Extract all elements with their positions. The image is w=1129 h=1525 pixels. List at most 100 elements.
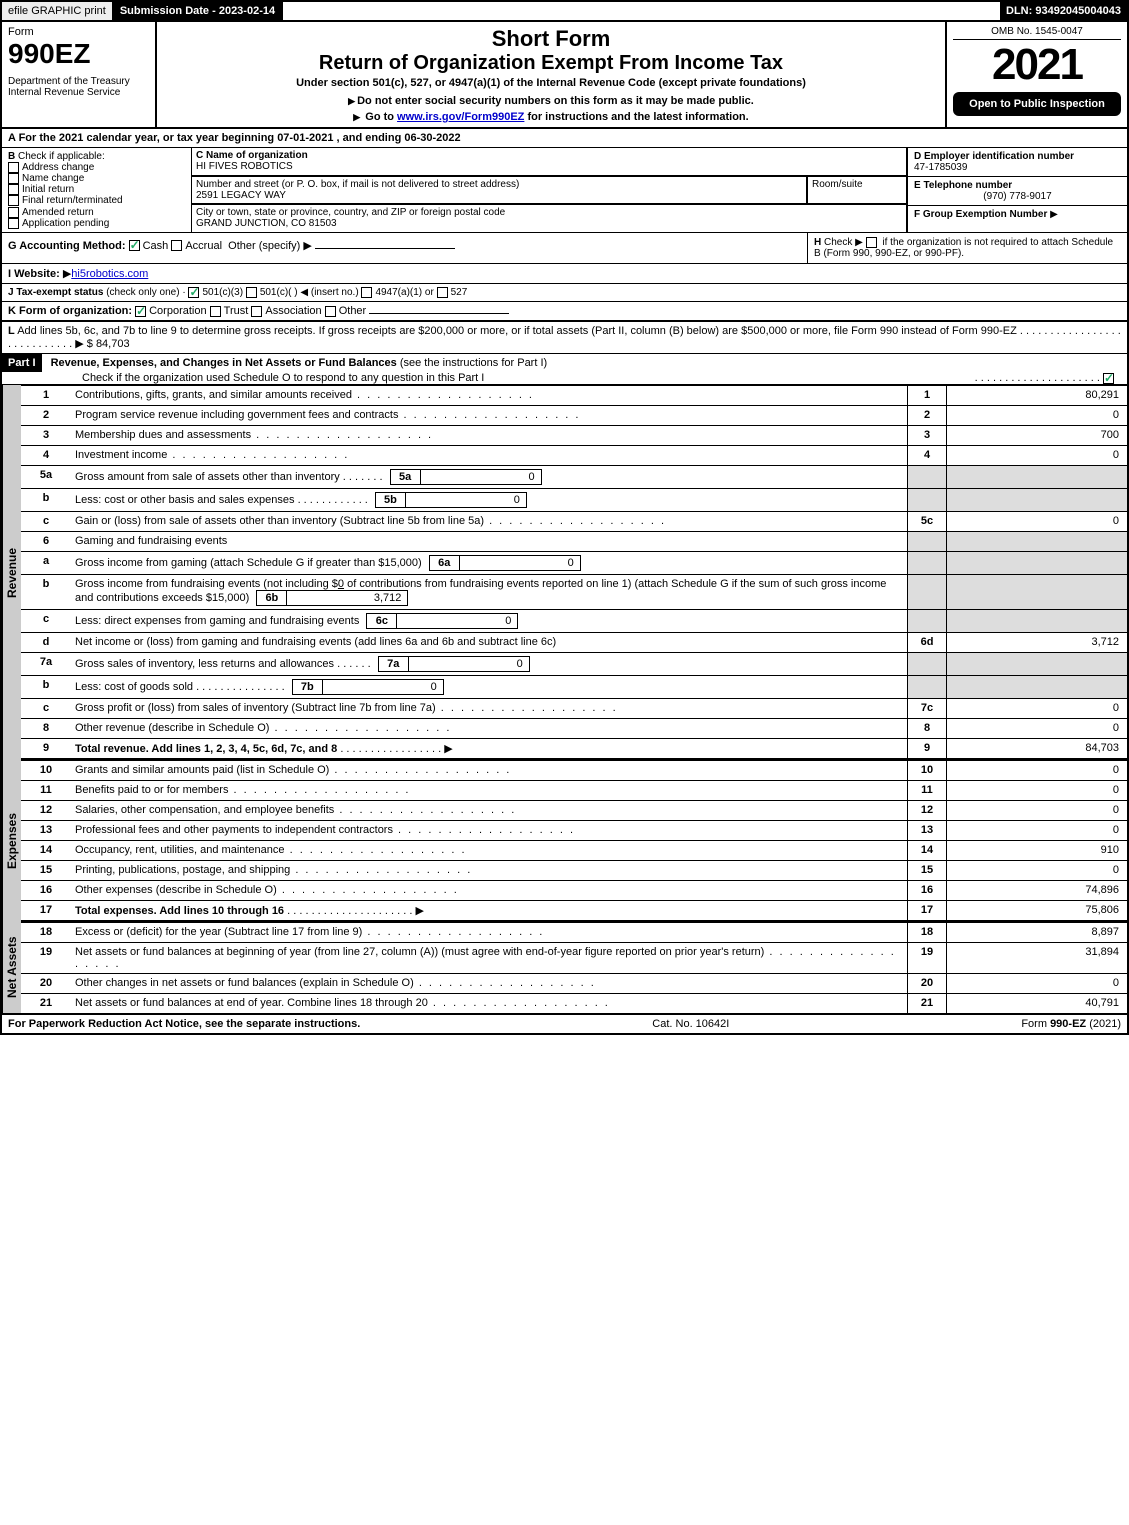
cb-assoc[interactable] [251, 306, 262, 317]
l7c-desc: Gross profit or (loss) from sales of inv… [71, 699, 907, 718]
l19-val: 31,894 [947, 943, 1127, 973]
l3-desc: Membership dues and assessments [71, 426, 907, 445]
cb-initial[interactable] [8, 184, 19, 195]
opt-other-k: Other [339, 305, 367, 317]
netassets-block: Net Assets 18Excess or (deficit) for the… [2, 922, 1127, 1013]
cb-pending[interactable] [8, 218, 19, 229]
form-990ez: efile GRAPHIC print Submission Date - 20… [0, 0, 1129, 1035]
form-footer: For Paperwork Reduction Act Notice, see … [2, 1013, 1127, 1033]
l7a-desc: Gross sales of inventory, less returns a… [75, 658, 334, 670]
cb-4947[interactable] [361, 287, 372, 298]
tab-expenses: Expenses [2, 760, 21, 922]
form-header: Form 990EZ Department of the Treasury In… [2, 22, 1127, 129]
cb-part1[interactable] [1103, 373, 1114, 384]
part1-label: Part I [2, 354, 42, 372]
efile-print[interactable]: efile GRAPHIC print [2, 2, 114, 20]
opt-address: Address change [22, 162, 94, 173]
l12-val: 0 [947, 801, 1127, 820]
part1-note: (see the instructions for Part I) [400, 357, 547, 369]
l13-val: 0 [947, 821, 1127, 840]
website-link[interactable]: hi5robotics.com [71, 268, 148, 280]
l6b-pre: Gross income from fundraising events (no… [75, 578, 338, 590]
l18-desc: Excess or (deficit) for the year (Subtra… [71, 923, 907, 942]
cb-name[interactable] [8, 173, 19, 184]
info-grid: B Check if applicable: Address change Na… [2, 148, 1127, 233]
part1-check: Check if the organization used Schedule … [2, 372, 484, 384]
f-label: F Group Exemption Number [914, 209, 1047, 220]
l6a-desc: Gross income from gaming (attach Schedul… [75, 557, 422, 569]
footer-left: For Paperwork Reduction Act Notice, see … [8, 1018, 360, 1030]
l7c-val: 0 [947, 699, 1127, 718]
line-j: J Tax-exempt status (check only one) · 5… [2, 284, 1127, 302]
l14-desc: Occupancy, rent, utilities, and maintena… [71, 841, 907, 860]
l10-desc: Grants and similar amounts paid (list in… [71, 761, 907, 780]
g-label: G Accounting Method: [8, 240, 126, 252]
l7a-sub: 0 [409, 657, 529, 671]
tax-year: 2021 [953, 40, 1121, 90]
line-a: A For the 2021 calendar year, or tax yea… [2, 129, 1127, 148]
form-number: 990EZ [8, 38, 149, 70]
expenses-block: Expenses 10Grants and similar amounts pa… [2, 760, 1127, 922]
cb-cash[interactable] [129, 240, 140, 251]
opt-cash: Cash [143, 240, 169, 252]
opt-amended: Amended return [22, 207, 94, 218]
l2-desc: Program service revenue including govern… [71, 406, 907, 425]
cb-h[interactable] [866, 237, 877, 248]
h-check: Check ▶ [824, 237, 863, 248]
city-label: City or town, state or province, country… [196, 207, 505, 218]
l14-val: 910 [947, 841, 1127, 860]
cb-amended[interactable] [8, 207, 19, 218]
b-label: B [8, 151, 15, 162]
c-label: C Name of organization [196, 150, 308, 161]
room-suite: Room/suite [807, 176, 907, 204]
opt-4947: 4947(a)(1) or [375, 287, 433, 298]
part1-header: Part I Revenue, Expenses, and Changes in… [2, 354, 1127, 385]
cb-501c[interactable] [246, 287, 257, 298]
part1-title: Revenue, Expenses, and Changes in Net As… [45, 357, 397, 369]
cb-other[interactable] [325, 306, 336, 317]
l4-val: 0 [947, 446, 1127, 465]
l11-val: 0 [947, 781, 1127, 800]
section-b: B Check if applicable: Address change Na… [2, 148, 192, 232]
b-check: Check if applicable: [18, 151, 105, 162]
l19-desc: Net assets or fund balances at beginning… [71, 943, 907, 973]
revenue-block: Revenue 1Contributions, gifts, grants, a… [2, 385, 1127, 760]
l11-desc: Benefits paid to or for members [71, 781, 907, 800]
l9-val: 84,703 [947, 739, 1127, 758]
l6d-val: 3,712 [947, 633, 1127, 652]
opt-final: Final return/terminated [22, 196, 123, 207]
l1-val: 80,291 [947, 386, 1127, 405]
l6a-sub: 0 [460, 556, 580, 570]
l8-val: 0 [947, 719, 1127, 738]
org-name: HI FIVES ROBOTICS [196, 161, 293, 172]
phone: (970) 778-9017 [914, 191, 1121, 202]
cb-527[interactable] [437, 287, 448, 298]
footer-right: Form 990-EZ (2021) [1021, 1018, 1121, 1030]
tab-netassets: Net Assets [2, 922, 21, 1013]
cb-address[interactable] [8, 162, 19, 173]
cb-corp[interactable] [135, 306, 146, 317]
cb-accrual[interactable] [171, 240, 182, 251]
l12-desc: Salaries, other compensation, and employ… [71, 801, 907, 820]
k-label: K Form of organization: [8, 305, 132, 317]
cb-501c3[interactable] [188, 287, 199, 298]
cb-trust[interactable] [210, 306, 221, 317]
l8-desc: Other revenue (describe in Schedule O) [71, 719, 907, 738]
top-bar: efile GRAPHIC print Submission Date - 20… [2, 2, 1127, 22]
l6c-desc: Less: direct expenses from gaming and fu… [75, 615, 359, 627]
footer-mid: Cat. No. 10642I [652, 1018, 729, 1030]
l5b-sub: 0 [406, 493, 526, 507]
dept-treasury: Department of the Treasury Internal Reve… [8, 76, 149, 98]
i-label: I Website: [8, 268, 60, 280]
l5c-val: 0 [947, 512, 1127, 531]
opt-initial: Initial return [22, 184, 74, 195]
dln: DLN: 93492045004043 [1000, 2, 1127, 20]
other-k-input[interactable] [369, 313, 509, 314]
other-input[interactable] [315, 248, 455, 249]
city-val: GRAND JUNCTION, CO 81503 [196, 218, 337, 229]
l15-desc: Printing, publications, postage, and shi… [71, 861, 907, 880]
irs-link[interactable]: www.irs.gov/Form990EZ [397, 111, 524, 123]
opt-501c: 501(c)( ) [260, 287, 298, 298]
cb-final[interactable] [8, 195, 19, 206]
section-def: D Employer identification number 47-1785… [907, 148, 1127, 232]
